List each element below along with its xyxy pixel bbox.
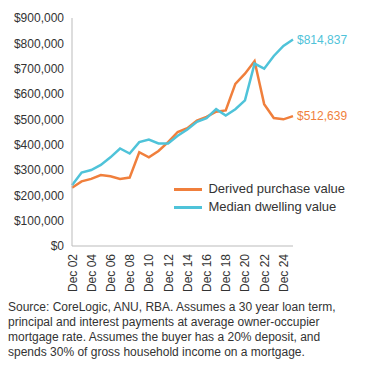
svg-text:$100,000: $100,000 [14,214,64,228]
svg-text:$300,000: $300,000 [14,163,64,177]
svg-text:Dec 12: Dec 12 [162,254,176,292]
svg-text:$500,000: $500,000 [14,113,64,127]
svg-text:Dec 18: Dec 18 [219,254,233,292]
svg-text:Dec 08: Dec 08 [123,254,137,292]
svg-text:$200,000: $200,000 [14,189,64,203]
svg-text:Dec 24: Dec 24 [277,254,291,292]
svg-text:Dec 04: Dec 04 [85,254,99,292]
svg-text:$600,000: $600,000 [14,87,64,101]
svg-text:Dec 14: Dec 14 [181,254,195,292]
svg-text:$700,000: $700,000 [14,62,64,76]
svg-text:Dec 06: Dec 06 [104,254,118,292]
svg-text:$900,000: $900,000 [14,11,64,25]
svg-text:$512,639: $512,639 [297,109,347,123]
svg-text:Dec 02: Dec 02 [66,254,80,292]
svg-text:$800,000: $800,000 [14,37,64,51]
svg-text:$814,837: $814,837 [297,33,347,47]
html-text:Derived purchase value: Derived purchase value [208,181,345,196]
svg-text:Dec 22: Dec 22 [258,254,272,292]
svg-text:Dec 16: Dec 16 [200,254,214,292]
html-text:Median dwelling value: Median dwelling value [208,199,337,214]
html-text:Source: CoreLogic, ANU, RBA. A: Source: CoreLogic, ANU, RBA. Assumes a 3… [8,300,336,359]
svg-text:$400,000: $400,000 [14,138,64,152]
svg-text:Dec 10: Dec 10 [142,254,156,292]
svg-text:Dec 20: Dec 20 [238,254,252,292]
svg-text:$0: $0 [51,239,65,253]
